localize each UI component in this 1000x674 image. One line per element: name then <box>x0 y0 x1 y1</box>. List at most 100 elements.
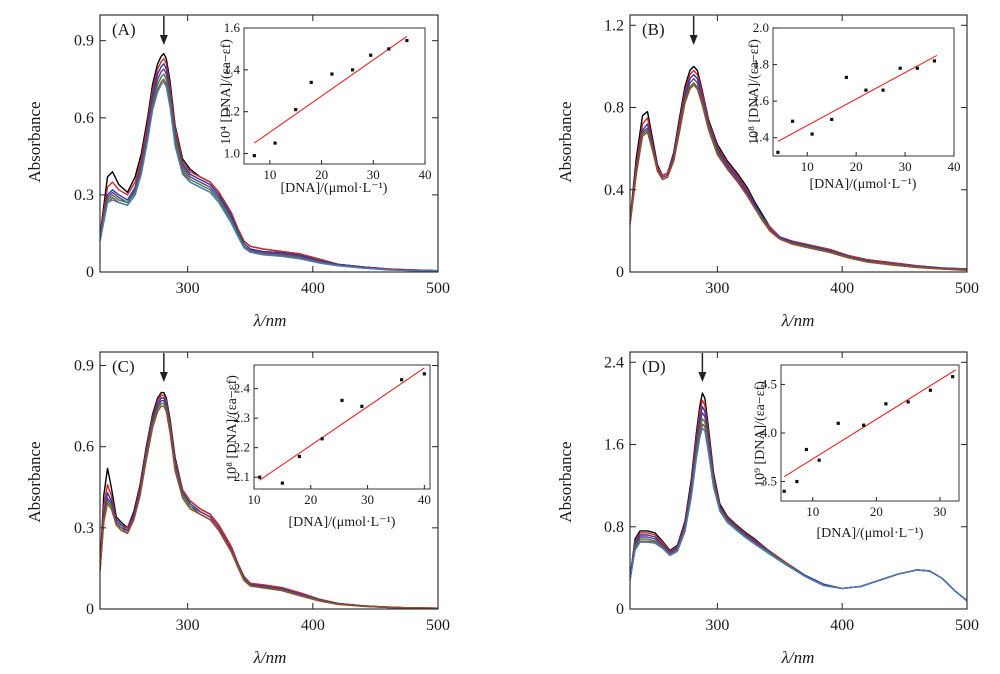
arrow-head-icon <box>159 35 168 45</box>
inset-data-point <box>258 475 262 479</box>
inset-y-axis-label: 10⁴ [DNA]/(εa−εf) <box>219 39 234 145</box>
y-axis-label: Absorbance <box>25 441 44 522</box>
y-tick-label: 0.9 <box>74 33 94 50</box>
x-tick-label: 300 <box>705 617 729 634</box>
inset-x-tick-label: 40 <box>419 167 432 182</box>
panel-d: 300 400 500 0 0.8 1.6 2.4 Absorbance λ/nm (D) 10 20… <box>556 351 979 667</box>
inset-x-tick-label: 40 <box>418 492 431 507</box>
y-axis-label: Absorbance <box>25 101 44 182</box>
inset-data-point <box>906 400 910 404</box>
inset-fit-line <box>783 369 957 478</box>
spectrum-line-7 <box>100 81 438 272</box>
inset-y-tick-label: 2.2 <box>234 440 250 455</box>
inset-data-point <box>844 75 848 79</box>
x-axis-label: λ/nm <box>781 648 815 667</box>
x-tick-label: 400 <box>301 617 325 634</box>
spectrum-line-7 <box>630 427 967 602</box>
inset-frame <box>780 364 960 502</box>
y-tick-label: 0.8 <box>604 100 624 117</box>
inset-x-tick-label: 30 <box>367 167 380 182</box>
inset-y-axis-label: 10⁸ [DNA]/(εa−εf) <box>747 39 762 145</box>
panel-c: 300 400 500 0 0.3 0.6 0.9 Absorbance λ/nm (C) 10 20… <box>25 351 450 667</box>
inset-data-point <box>790 119 795 123</box>
inset-y-tick-label: 1.6 <box>224 20 241 35</box>
spectrum-line-2 <box>100 58 438 272</box>
inset-x-tick-label: 20 <box>850 159 863 174</box>
inset-x-tick-label: 30 <box>361 492 374 507</box>
inset-x-axis-label: [DNA]/(μmol·L⁻¹) <box>289 515 396 530</box>
y-axis-label: Absorbance <box>556 441 575 522</box>
spectra-group <box>100 52 438 272</box>
inset-y-axis-label: 10⁹ [DNA]/(εa−εf) <box>753 381 768 487</box>
inset-data-point <box>351 68 355 72</box>
inset-data-point <box>830 117 834 122</box>
inset-y-tick-label: 4.0 <box>761 425 777 440</box>
inset-y-tick-label: 1.4 <box>753 130 770 145</box>
inset-data-point <box>884 402 888 406</box>
inset-y-tick-label: 2.0 <box>753 20 769 35</box>
inset-y-tick-label: 1.2 <box>224 104 240 119</box>
inset-y-axis-label: 10⁸ [DNA]/(εa−εf) <box>225 375 240 481</box>
inset-x-tick-label: 20 <box>304 492 317 507</box>
inset-frame <box>253 364 431 490</box>
x-tick-label: 300 <box>705 280 729 297</box>
inset-frame <box>772 27 955 157</box>
y-tick-label: 0.6 <box>74 439 94 456</box>
inset-y-tick-label: 1.4 <box>224 62 241 77</box>
spectra-group <box>100 391 438 609</box>
inset-data-point <box>405 38 409 43</box>
y-tick-label: 0.3 <box>74 520 94 537</box>
inset-data-point <box>898 66 902 70</box>
inset-data-point <box>862 423 866 427</box>
inset-x-tick-label: 10 <box>801 159 814 174</box>
spectra-group <box>630 65 967 272</box>
arrow-head-icon <box>689 35 698 45</box>
inset-data-point <box>320 437 324 441</box>
panel-a: 300 400 500 0 0.3 0.6 0.9 Absorbance λ/nm (A) 10 20… <box>25 14 450 330</box>
y-tick-label: 0.9 <box>74 358 94 375</box>
plot-frame <box>629 14 968 273</box>
x-tick-label: 500 <box>955 280 979 297</box>
inset-data-point <box>795 479 799 484</box>
inset-y-tick-label: 2.3 <box>234 410 250 425</box>
inset-data-point <box>881 88 885 92</box>
inset-chart: 10 20 30 40 1.4 1.6 1.8 2.0 10⁸ [DNA]/(εa−εf) [DN… <box>747 20 961 192</box>
y-tick-label: 0 <box>616 601 624 618</box>
x-tick-label: 400 <box>830 617 854 634</box>
inset-data-point <box>810 132 814 136</box>
inset-data-point <box>422 372 426 376</box>
inset-data-point <box>782 489 786 493</box>
spectrum-line-6 <box>100 405 438 609</box>
inset-y-tick-label: 3.5 <box>761 474 777 489</box>
y-tick-label: 0 <box>86 264 94 281</box>
inset-x-tick-label: 10 <box>248 492 261 507</box>
inset-x-tick-label: 10 <box>806 504 819 519</box>
inset-fit-line <box>254 35 408 144</box>
y-tick-label: 1.2 <box>604 17 624 34</box>
x-tick-label: 500 <box>426 617 450 634</box>
y-tick-label: 0.6 <box>74 110 94 127</box>
x-tick-label: 300 <box>176 617 200 634</box>
inset-y-tick-label: 1.6 <box>753 93 770 108</box>
arrow-head-icon <box>159 372 168 382</box>
inset-data-point <box>294 108 298 112</box>
inset-frame <box>243 27 426 165</box>
inset-x-axis-label: [DNA]/(μmol·L⁻¹) <box>810 177 917 192</box>
panel-label: (B) <box>642 20 665 39</box>
inset-y-tick-label: 1.8 <box>753 57 769 72</box>
plot-frame <box>99 351 439 610</box>
inset-data-point <box>340 398 344 403</box>
spectrum-line-6 <box>630 84 967 272</box>
x-tick-label: 300 <box>176 280 200 297</box>
inset-x-tick-label: 30 <box>933 504 946 519</box>
inset-chart: 10 20 30 40 1.0 1.2 1.4 1.6 10⁴ [DNA]/(εa−εf) [DN… <box>219 20 432 196</box>
spectrum-line-2 <box>100 394 438 609</box>
plot-frame <box>99 14 439 273</box>
inset-x-tick-label: 10 <box>263 167 276 182</box>
inset-data-point <box>369 53 373 57</box>
x-axis-label: λ/nm <box>781 311 815 330</box>
panel-label: (A) <box>112 20 136 39</box>
